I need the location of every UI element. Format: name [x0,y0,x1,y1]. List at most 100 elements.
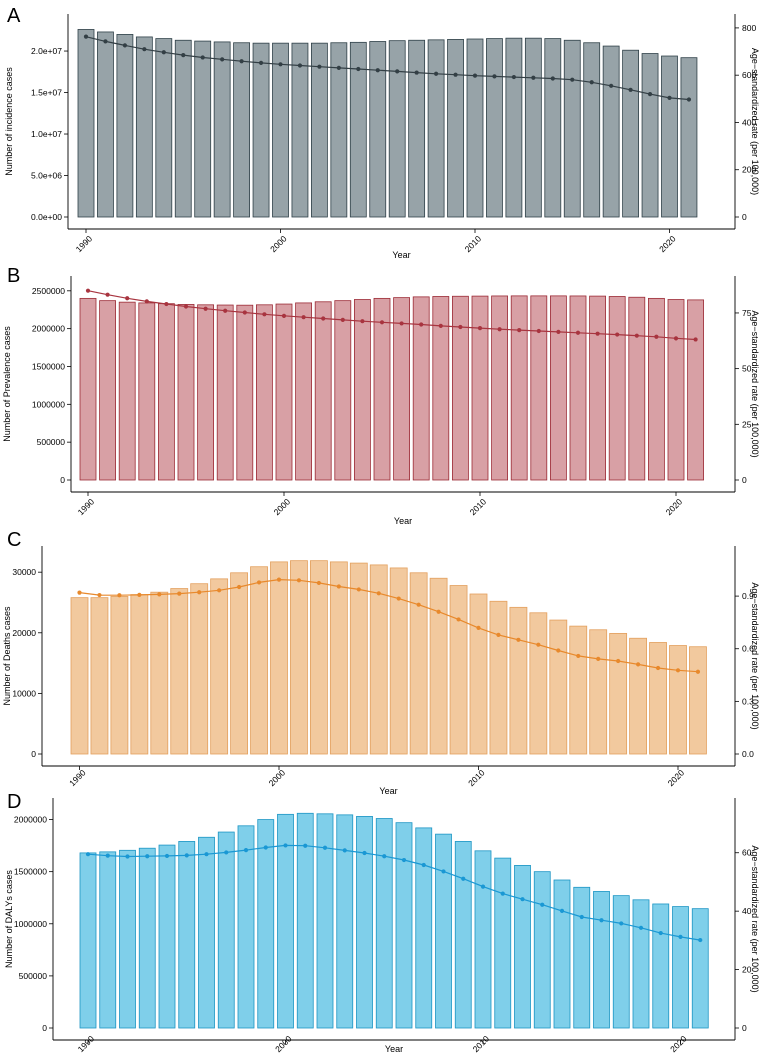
rate-line [85,36,689,101]
y-tick-label-right: 0 [742,212,747,222]
rate-point-2009 [461,876,466,881]
bar-2003 [330,42,348,218]
y-tick-label-left: 1500000 [14,867,47,877]
bar-1997 [217,831,235,1029]
rate-point-2007 [416,602,421,607]
rate-point-1996 [204,852,209,857]
bar-2001 [290,560,308,755]
x-tick-label: 2020 [668,1033,689,1053]
rate-point-2011 [500,891,505,896]
rate-point-1990 [77,590,82,595]
rate-point-2008 [438,323,443,328]
bar-2000 [277,813,294,1029]
bar-2020 [667,299,685,481]
bar-1994 [157,303,175,481]
rate-point-2005 [382,854,387,859]
bar-2012 [505,37,523,218]
rate-point-2004 [360,319,365,324]
x-tick-label: 2000 [272,496,293,517]
bar-2011 [491,295,509,481]
rate-point-1996 [200,55,205,60]
y-tick-label-right: 0 [742,1023,747,1033]
rate-point-2014 [556,648,561,653]
rate-point-1991 [105,292,110,297]
bar-1993 [130,594,149,755]
bar-1990 [77,29,95,218]
rate-point-2009 [453,72,458,77]
rate-point-1995 [181,52,186,58]
rate-point-1994 [164,301,169,307]
bar-1999 [257,819,275,1029]
bar-1994 [155,38,173,218]
bar-2019 [652,903,670,1029]
rate-point-2015 [579,914,584,920]
rate-point-2018 [628,87,633,92]
rate-point-2004 [356,587,361,592]
bar-2008 [435,833,452,1029]
y-tick-label-left: 10000 [12,688,36,698]
bar-2001 [295,302,313,481]
y-tick-label-right: 800 [742,23,756,33]
y-tick-label-left: 0 [42,1023,47,1033]
bar-1993 [135,36,153,218]
bar-1998 [237,825,255,1029]
rate-point-2021 [695,669,701,674]
rate-point-2012 [517,328,522,333]
rate-point-1997 [220,57,225,62]
bar-2000 [275,303,293,481]
x-tick-label: 2000 [267,767,288,788]
bar-2016 [589,295,606,481]
rate-point-1993 [145,854,150,859]
bar-1992 [119,849,136,1029]
y-tick-label-left: 1.5e+07 [31,88,62,98]
bar-2020 [661,55,678,218]
bar-1996 [197,304,215,481]
rate-point-2021 [693,337,698,342]
rate-point-2020 [675,668,681,673]
rate-point-1994 [164,853,170,859]
y-tick-label-left: 20000 [12,628,36,638]
x-tick-label: 2010 [471,1033,492,1053]
rate-point-2004 [362,850,367,856]
bar-1997 [210,578,229,755]
rate-point-1993 [142,47,147,52]
bar-2005 [369,564,388,755]
rate-point-1998 [242,310,247,315]
bar-2013 [524,37,542,218]
y-tick-label-right: 25 [742,419,752,429]
x-tick-label: 2020 [664,496,685,517]
rate-point-2015 [575,330,581,335]
panel-label: C [7,529,21,551]
rate-point-1998 [239,59,244,64]
y-axis-title-left: Number of DALYs cases [4,870,14,968]
bar-2004 [353,299,371,481]
rate-point-1998 [237,584,242,590]
rate-point-2006 [396,596,401,601]
x-axis-title: Year [385,1044,403,1053]
bar-2005 [369,41,387,218]
y-tick-label-right: 0.9 [742,591,754,601]
bar-2015 [573,886,591,1029]
bar-1995 [178,841,196,1029]
rate-point-2020 [667,95,672,100]
rate-point-1994 [161,50,166,55]
bar-1999 [255,304,273,481]
rate-point-2007 [421,862,426,868]
rate-point-2013 [536,642,541,647]
panel-d: D 0 500000 1000000 1500000 2000000 0 20 40 60 1990… [0,786,763,1053]
rate-point-1994 [157,592,162,597]
rate-point-1999 [262,312,267,317]
rate-point-2003 [342,848,347,853]
rate-point-2017 [609,83,614,88]
y-tick-label-left: 500000 [37,437,66,447]
bar-2003 [329,561,348,755]
bar-2007 [408,39,426,218]
rate-point-1995 [183,304,189,309]
x-axis-title: Year [379,786,397,796]
bar-1996 [194,40,212,218]
bar-2010 [469,593,488,755]
x-tick-label: 2020 [657,233,678,254]
rate-point-2006 [399,321,404,326]
bar-1992 [116,34,134,218]
chart-d: D 0 500000 1000000 1500000 2000000 0 20 40 60 1990… [4,791,760,1053]
